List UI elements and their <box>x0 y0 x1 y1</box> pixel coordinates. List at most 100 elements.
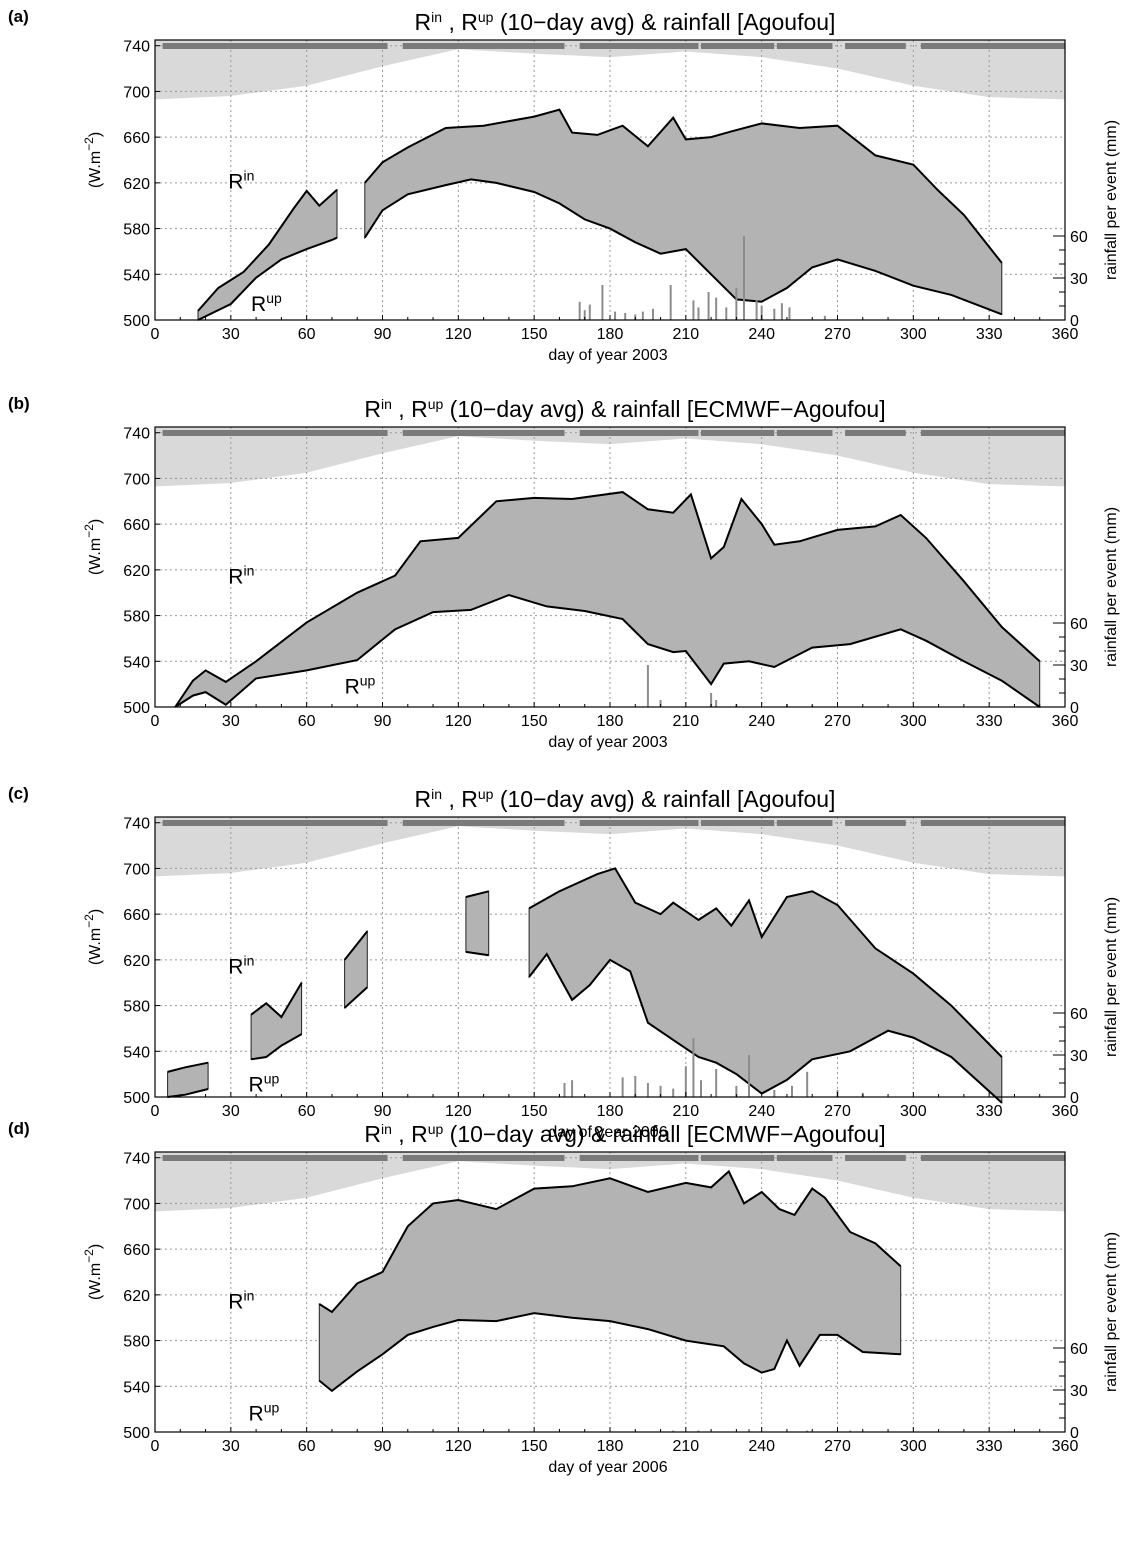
panel-label: (d) <box>8 1119 30 1138</box>
season-bar <box>579 43 699 49</box>
y2-tick-label: 0 <box>1070 313 1079 330</box>
x-tick-label: 30 <box>222 1438 240 1455</box>
season-bar <box>402 1155 565 1161</box>
x-tick-label: 30 <box>222 1103 240 1120</box>
range-fill <box>465 890 490 956</box>
x-tick-label: 150 <box>521 326 548 343</box>
label-rin: Rin <box>228 953 254 979</box>
x-tick-label: 90 <box>374 1438 392 1455</box>
x-tick-label: 180 <box>597 1438 624 1455</box>
rain-bar <box>700 1080 702 1097</box>
x-tick-label: 360 <box>1052 1438 1079 1455</box>
x-tick-label: 210 <box>672 1103 699 1120</box>
y2-tick-label: 30 <box>1070 1048 1088 1065</box>
series-line-rup <box>318 1312 901 1393</box>
x-tick-label: 90 <box>374 326 392 343</box>
x-tick-label: 330 <box>976 1103 1003 1120</box>
y-tick-label: 580 <box>123 609 150 626</box>
season-bar <box>776 43 833 49</box>
x-tick-label: 120 <box>445 1103 472 1120</box>
series-line-rup <box>465 950 489 957</box>
rain-bar <box>773 1090 776 1097</box>
panel-label: (b) <box>8 394 30 413</box>
x-tick-label: 150 <box>521 1438 548 1455</box>
x-tick-label: 60 <box>298 1438 316 1455</box>
x-tick-label: 330 <box>976 1438 1003 1455</box>
y-tick-label: 620 <box>123 953 150 970</box>
x-tick-label: 240 <box>748 326 775 343</box>
season-bar <box>162 1155 388 1161</box>
y-tick-label: 580 <box>123 1334 150 1351</box>
x-tick-label: 180 <box>597 1103 624 1120</box>
x-tick-label: 270 <box>824 326 851 343</box>
rain-bar <box>760 306 763 320</box>
chart-title: Rin , Rup (10−day avg) & rainfall [Agouf… <box>415 786 836 812</box>
label-rup: Rup <box>251 290 282 316</box>
y2-axis-label: rainfall per event (mm) <box>1103 507 1120 667</box>
series-line-rup <box>363 178 1003 316</box>
rain-bar <box>735 287 738 320</box>
x-tick-label: 120 <box>445 326 472 343</box>
season-bar <box>920 43 1065 49</box>
label-rup: Rup <box>249 1400 280 1426</box>
y-axis-label: (W.m−2) <box>82 132 104 188</box>
x-tick-label: 90 <box>374 713 392 730</box>
toa-band <box>155 817 1065 877</box>
y2-tick-label: 30 <box>1070 271 1088 288</box>
y-tick-label: 660 <box>123 130 150 147</box>
x-axis-label: day of year 2003 <box>548 347 667 364</box>
rain-bar <box>651 308 654 320</box>
rain-bar <box>806 1071 809 1097</box>
rain-bar <box>614 311 617 320</box>
rain-bar <box>788 307 791 320</box>
toa-band <box>155 427 1065 487</box>
label-rup: Rup <box>249 1070 280 1096</box>
season-bar <box>920 820 1065 826</box>
y-tick-label: 620 <box>123 1288 150 1305</box>
y2-tick-label: 60 <box>1070 1006 1088 1023</box>
rain-bar <box>684 1066 687 1097</box>
y-tick-label: 540 <box>123 1379 150 1396</box>
x-axis-label: day of year 2006 <box>548 1459 667 1476</box>
series-line-rin <box>318 1169 902 1314</box>
y2-tick-label: 60 <box>1070 616 1088 633</box>
y-axis-label: (W.m−2) <box>82 1244 104 1300</box>
series-line-rin <box>174 491 1041 708</box>
toa-band <box>155 40 1065 100</box>
rain-bar <box>563 1083 566 1097</box>
x-tick-label: 300 <box>900 326 927 343</box>
rain-bar <box>710 693 713 707</box>
x-tick-label: 210 <box>672 1438 699 1455</box>
series-line-rup <box>197 236 338 321</box>
x-tick-label: 30 <box>222 713 240 730</box>
panel-a: (a) Rin , Rup (10−day avg) & rainfall [Ag… <box>8 7 1120 364</box>
x-tick-label: 90 <box>374 1103 392 1120</box>
series-line-rin <box>250 982 303 1019</box>
x-tick-label: 60 <box>298 326 316 343</box>
y-tick-label: 500 <box>123 313 150 330</box>
season-bar <box>920 1155 1065 1161</box>
season-bar <box>579 1155 699 1161</box>
rain-bar <box>588 304 591 320</box>
chart-title: Rin , Rup (10−day avg) & rainfall [Agouf… <box>415 9 836 35</box>
rain-bar <box>646 665 649 707</box>
y2-tick-label: 30 <box>1070 658 1088 675</box>
rain-bar <box>646 1083 649 1097</box>
label-rin: Rin <box>228 1288 254 1314</box>
season-bar <box>845 43 906 49</box>
rain-bar <box>692 1038 695 1097</box>
rain-bar <box>748 1429 751 1432</box>
series-line-rup <box>343 986 368 1009</box>
x-tick-label: 330 <box>976 713 1003 730</box>
rain-bar <box>755 300 758 320</box>
season-bar <box>776 1155 833 1161</box>
x-tick-label: 300 <box>900 1438 927 1455</box>
range-fill <box>528 867 1003 1104</box>
y-tick-label: 500 <box>123 700 150 717</box>
rain-bar <box>571 1080 574 1097</box>
y-axis-label: (W.m−2) <box>82 519 104 575</box>
rain-bar <box>806 1430 809 1432</box>
x-tick-label: 0 <box>151 326 160 343</box>
y-tick-label: 500 <box>123 1425 150 1442</box>
y2-axis-label: rainfall per event (mm) <box>1103 120 1120 280</box>
